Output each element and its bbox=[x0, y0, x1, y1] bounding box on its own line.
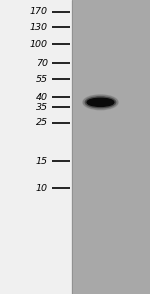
Text: 25: 25 bbox=[36, 118, 48, 127]
Text: 170: 170 bbox=[30, 7, 48, 16]
Text: 100: 100 bbox=[30, 40, 48, 49]
Ellipse shape bbox=[83, 95, 118, 110]
Text: 35: 35 bbox=[36, 103, 48, 112]
Text: 40: 40 bbox=[36, 93, 48, 101]
Text: 15: 15 bbox=[36, 157, 48, 166]
Ellipse shape bbox=[85, 96, 116, 108]
Ellipse shape bbox=[87, 98, 114, 106]
Text: 70: 70 bbox=[36, 59, 48, 68]
Text: 130: 130 bbox=[30, 23, 48, 31]
Bar bbox=[72, 0, 150, 294]
Text: 55: 55 bbox=[36, 75, 48, 84]
Text: 10: 10 bbox=[36, 184, 48, 193]
